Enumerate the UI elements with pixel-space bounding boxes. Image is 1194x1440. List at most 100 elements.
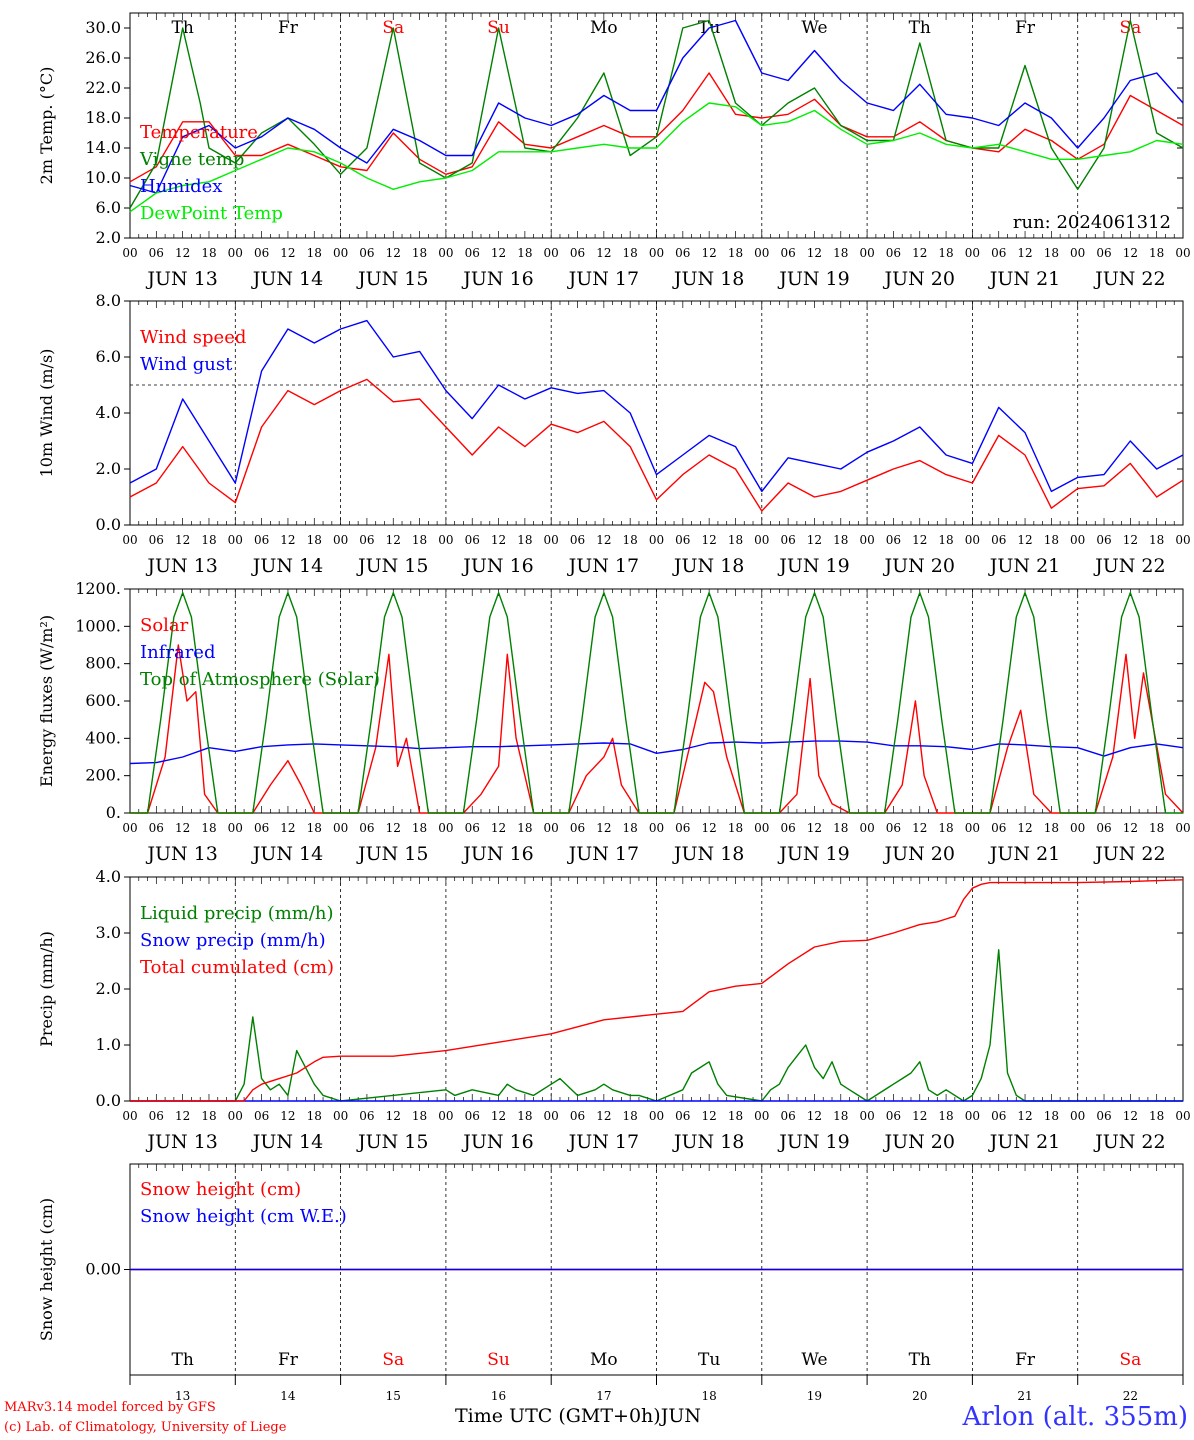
panel-1: 2.0 6.0 10.0 14.0 18.0 22.0 26.0 30.0 2m Temp. (… [37, 12, 1191, 290]
date-label: JUN 13 [145, 1131, 217, 1153]
hour-tick-label: 18 [1149, 533, 1164, 547]
hour-tick-label: 18 [623, 821, 638, 835]
hour-tick-label: 18 [517, 246, 532, 260]
hour-tick-label: 00 [544, 1109, 559, 1123]
hour-tick-label: 06 [570, 821, 585, 835]
y-tick-label: 0.00 [85, 1260, 121, 1279]
date-label: JUN 22 [1093, 1131, 1165, 1153]
legend-entry: Snow height (cm W.E.) [140, 1206, 347, 1227]
day-number-label: 16 [491, 1389, 506, 1403]
hour-tick-label: 06 [359, 246, 374, 260]
legend-entry: Wind speed [140, 327, 246, 348]
date-label: JUN 18 [672, 555, 744, 577]
hour-tick-label: 12 [596, 533, 611, 547]
y-axis-title: Precip (mm/h) [37, 931, 56, 1047]
copyright-credit: (c) Lab. of Climatology, University of L… [4, 1420, 287, 1435]
panel-5: 0.00 Snow height (cm) Th 13 Fr 14 Sa 15 Su 16 Mo 17… [37, 1163, 1184, 1403]
day-number-label: 19 [807, 1389, 822, 1403]
hour-tick-label: 00 [965, 821, 980, 835]
hour-tick-label: 00 [228, 821, 243, 835]
hour-tick-label: 18 [517, 1109, 532, 1123]
y-tick-label: 4.0 [96, 403, 121, 422]
hour-tick-label: 06 [254, 533, 269, 547]
legend-entry: Vigne temp [139, 149, 244, 170]
hour-tick-label: 00 [859, 246, 874, 260]
hour-tick-label: 00 [1070, 821, 1085, 835]
hour-tick-label: 12 [386, 246, 401, 260]
hour-tick-label: 06 [254, 246, 269, 260]
date-label: JUN 15 [356, 555, 428, 577]
hour-tick-label: 06 [1096, 1109, 1111, 1123]
hour-tick-label: 12 [807, 533, 822, 547]
hour-tick-label: 18 [412, 246, 427, 260]
hour-tick-label: 18 [1044, 246, 1059, 260]
weekday-label: We [801, 1350, 827, 1370]
y-tick-label: 10.0 [85, 168, 121, 187]
hour-tick-label: 12 [386, 821, 401, 835]
hour-tick-label: 06 [570, 246, 585, 260]
hour-tick-label: 00 [1175, 821, 1190, 835]
hour-tick-label: 06 [780, 533, 795, 547]
y-tick-label: 0. [106, 803, 121, 822]
date-label: JUN 20 [883, 555, 955, 577]
date-label: JUN 22 [1093, 268, 1165, 290]
hour-tick-label: 18 [833, 246, 848, 260]
hour-tick-label: 06 [465, 533, 480, 547]
hour-tick-label: 06 [886, 533, 901, 547]
y-tick-label: 400. [85, 728, 121, 747]
hour-tick-label: 06 [359, 1109, 374, 1123]
date-label: JUN 19 [777, 555, 849, 577]
hour-tick-label: 18 [728, 246, 743, 260]
hour-tick-label: 18 [938, 246, 953, 260]
date-label: JUN 19 [777, 268, 849, 290]
y-tick-label: 6.0 [96, 198, 121, 217]
hour-tick-label: 18 [1149, 1109, 1164, 1123]
day-number-label: 22 [1123, 1389, 1138, 1403]
hour-tick-label: 06 [254, 1109, 269, 1123]
date-label: JUN 19 [777, 1131, 849, 1153]
hour-tick-label: 00 [859, 533, 874, 547]
hour-tick-label: 00 [859, 821, 874, 835]
hour-tick-label: 18 [833, 821, 848, 835]
model-credit: MARv3.14 model forced by GFS [4, 1400, 216, 1415]
legend-entry: Top of Atmosphere (Solar) [140, 669, 380, 690]
hour-tick-label: 18 [833, 1109, 848, 1123]
hour-tick-label: 00 [965, 1109, 980, 1123]
hour-tick-label: 12 [280, 533, 295, 547]
hour-tick-label: 06 [359, 533, 374, 547]
hour-tick-label: 18 [1149, 246, 1164, 260]
hour-tick-label: 12 [807, 246, 822, 260]
date-label: JUN 18 [672, 843, 744, 865]
date-label: JUN 15 [356, 268, 428, 290]
hour-tick-label: 12 [1017, 1109, 1032, 1123]
date-label: JUN 16 [461, 555, 533, 577]
date-label: JUN 20 [883, 268, 955, 290]
hour-tick-label: 12 [491, 1109, 506, 1123]
hour-tick-label: 18 [307, 246, 322, 260]
hour-tick-label: 12 [386, 533, 401, 547]
hour-tick-label: 00 [1070, 1109, 1085, 1123]
hour-tick-label: 00 [228, 533, 243, 547]
y-tick-label: 1200. [75, 579, 121, 598]
date-label: JUN 14 [251, 1131, 323, 1153]
hour-tick-label: 06 [570, 1109, 585, 1123]
hour-tick-label: 18 [517, 533, 532, 547]
series-line-3-2 [129, 740, 1184, 765]
run-annotation: run: 2024061312 [1013, 212, 1171, 233]
legend-entry: Snow height (cm) [140, 1179, 301, 1200]
series-line-3-3 [130, 592, 1183, 814]
hour-tick-label: 12 [596, 1109, 611, 1123]
hour-tick-label: 12 [912, 821, 927, 835]
hour-tick-label: 12 [175, 246, 190, 260]
hour-tick-label: 12 [912, 1109, 927, 1123]
y-tick-label: 2.0 [96, 459, 121, 478]
hour-tick-label: 12 [702, 1109, 717, 1123]
series-line-1-4 [129, 102, 1184, 213]
y-axis-title: Snow height (cm) [37, 1198, 56, 1341]
date-label: JUN 13 [145, 555, 217, 577]
hour-tick-label: 06 [991, 246, 1006, 260]
series-line-2-2 [129, 319, 1184, 493]
weekday-label: We [801, 18, 827, 38]
hour-tick-label: 00 [122, 533, 137, 547]
